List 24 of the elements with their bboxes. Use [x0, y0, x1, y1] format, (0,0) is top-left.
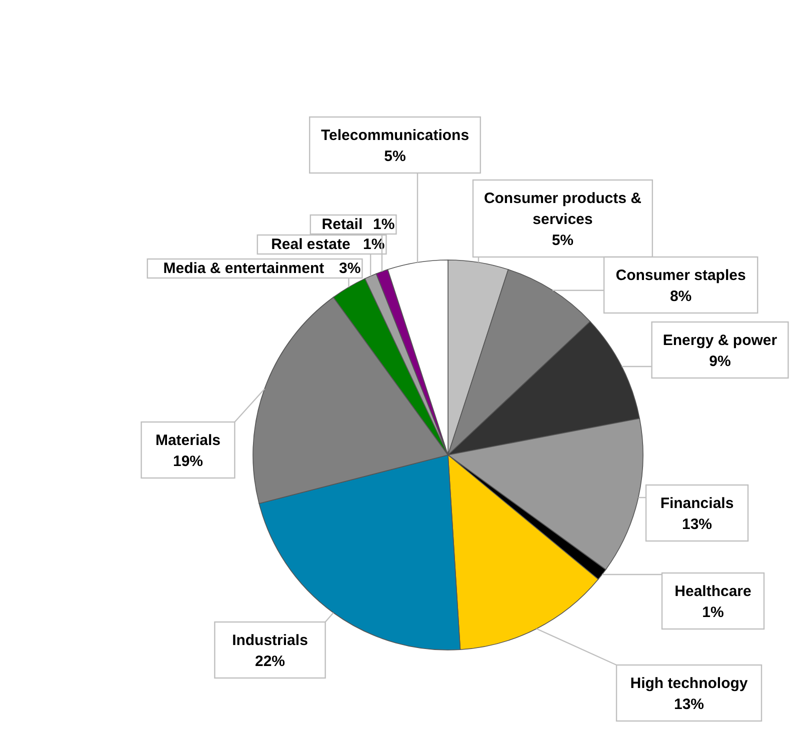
slice-label: Industrials	[232, 632, 308, 649]
slice-label: Consumer products & services	[484, 190, 642, 228]
slice-label: Energy & power	[662, 332, 778, 349]
slice-label: High technology	[630, 675, 748, 692]
data-label: 13%	[674, 696, 704, 713]
data-label: 13%	[682, 516, 712, 533]
data-label: 5%	[552, 232, 574, 249]
slice-label: Retail	[322, 216, 363, 233]
data-label: 9%	[709, 353, 731, 370]
slice-label: Materials	[155, 432, 221, 449]
data-label: 1%	[373, 216, 395, 233]
slice-label: Telecommunications	[320, 127, 470, 144]
data-label: 3%	[339, 260, 361, 277]
data-label: 22%	[254, 653, 286, 670]
data-label: 8%	[670, 288, 692, 305]
slice-label: Real estate	[271, 236, 350, 253]
data-label: 1%	[363, 236, 385, 253]
slice-label: Financials	[660, 495, 734, 512]
data-label: 5%	[384, 148, 406, 165]
slice-label: Consumer staples	[616, 267, 746, 284]
data-label: 1%	[702, 604, 724, 621]
slice-label: Healthcare	[674, 583, 752, 600]
data-label: 19%	[172, 453, 204, 470]
slice-label: Media & entertainment	[163, 260, 324, 277]
